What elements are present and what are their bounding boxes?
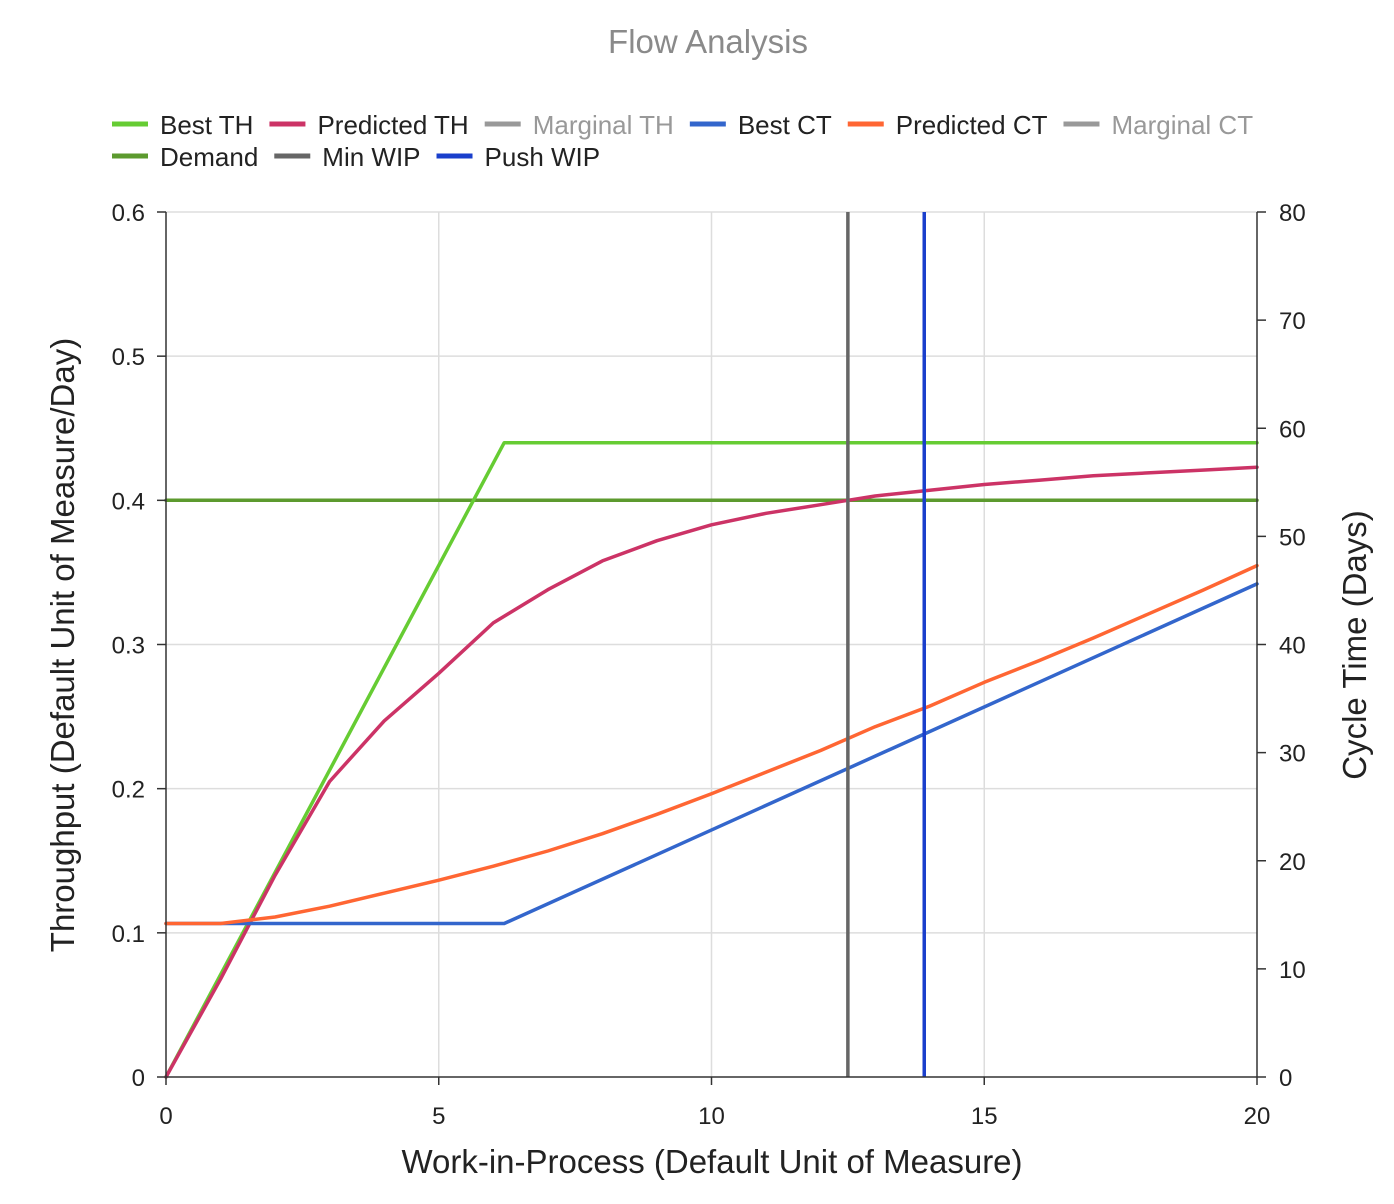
y-right-tick-label: 80 <box>1279 200 1306 227</box>
legend-item-push-wip[interactable]: Push WIP <box>436 142 601 172</box>
y-left-tick-label: 0.1 <box>112 921 145 948</box>
y-left-tick-label: 0.4 <box>112 488 145 515</box>
x-tick-label: 5 <box>432 1103 445 1130</box>
y-right-tick-label: 40 <box>1279 633 1306 660</box>
legend-item-min-wip[interactable]: Min WIP <box>274 142 421 172</box>
predicted-th-series-line <box>164 465 1259 1079</box>
legend-label: Best TH <box>160 110 253 140</box>
y-left-tick-label: 0.5 <box>112 344 145 371</box>
y-right-axis-title: Cycle Time (Days) <box>1336 510 1373 780</box>
legend-label: Push WIP <box>485 142 601 172</box>
legend-label: Marginal TH <box>533 110 674 140</box>
legend-label: Best CT <box>738 110 832 140</box>
y-right-tick-label: 30 <box>1279 741 1306 768</box>
chart-series <box>164 212 1259 1079</box>
x-tick-label: 15 <box>971 1103 998 1130</box>
x-tick-label: 0 <box>159 1103 172 1130</box>
x-tick-label: 10 <box>698 1103 725 1130</box>
y-right-tick-label: 20 <box>1279 849 1306 876</box>
legend-label: Predicted CT <box>896 110 1048 140</box>
y-right-tick-label: 60 <box>1279 416 1306 443</box>
legend-item-predicted-ct[interactable]: Predicted CT <box>847 110 1048 140</box>
predicted-ct-series-line <box>164 563 1259 926</box>
legend-item-marginal-th[interactable]: Marginal TH <box>484 110 674 140</box>
legend-label: Min WIP <box>322 142 420 172</box>
legend-item-predicted-th[interactable]: Predicted TH <box>269 110 469 140</box>
chart-grid <box>166 211 1257 1077</box>
best-ct-series-line <box>164 582 1259 926</box>
legend-item-marginal-ct[interactable]: Marginal CT <box>1063 110 1253 140</box>
legend-item-best-th[interactable]: Best TH <box>112 110 253 140</box>
y-right-tick-label: 0 <box>1279 1065 1292 1092</box>
legend-item-demand[interactable]: Demand <box>112 142 258 172</box>
y-left-tick-label: 0 <box>132 1065 145 1092</box>
y-left-axis-title: Throughput (Default Unit of Measure/Day) <box>44 338 81 952</box>
y-left-tick-label: 0.2 <box>112 777 145 804</box>
chart-title: Flow Analysis <box>608 23 808 60</box>
x-tick-label: 20 <box>1244 1103 1271 1130</box>
y-right-tick-label: 50 <box>1279 524 1306 551</box>
chart-ticks: 0 5 10 15 20 0 0.1 0.2 0.3 0.4 0.5 0.6 0 10 20 30 40 50 60… <box>112 200 1306 1130</box>
chart-legend: Best TH Predicted TH Marginal TH Best CT Pre… <box>112 110 1253 172</box>
y-left-tick-label: 0.3 <box>112 633 145 660</box>
x-axis-title: Work-in-Process (Default Unit of Measure… <box>401 1143 1022 1180</box>
y-right-tick-label: 10 <box>1279 957 1306 984</box>
y-left-tick-label: 0.6 <box>112 200 145 227</box>
legend-label: Marginal CT <box>1111 110 1253 140</box>
y-right-tick-label: 70 <box>1279 308 1306 335</box>
legend-label: Predicted TH <box>317 110 468 140</box>
legend-label: Demand <box>160 142 258 172</box>
legend-item-best-ct[interactable]: Best CT <box>689 110 832 140</box>
